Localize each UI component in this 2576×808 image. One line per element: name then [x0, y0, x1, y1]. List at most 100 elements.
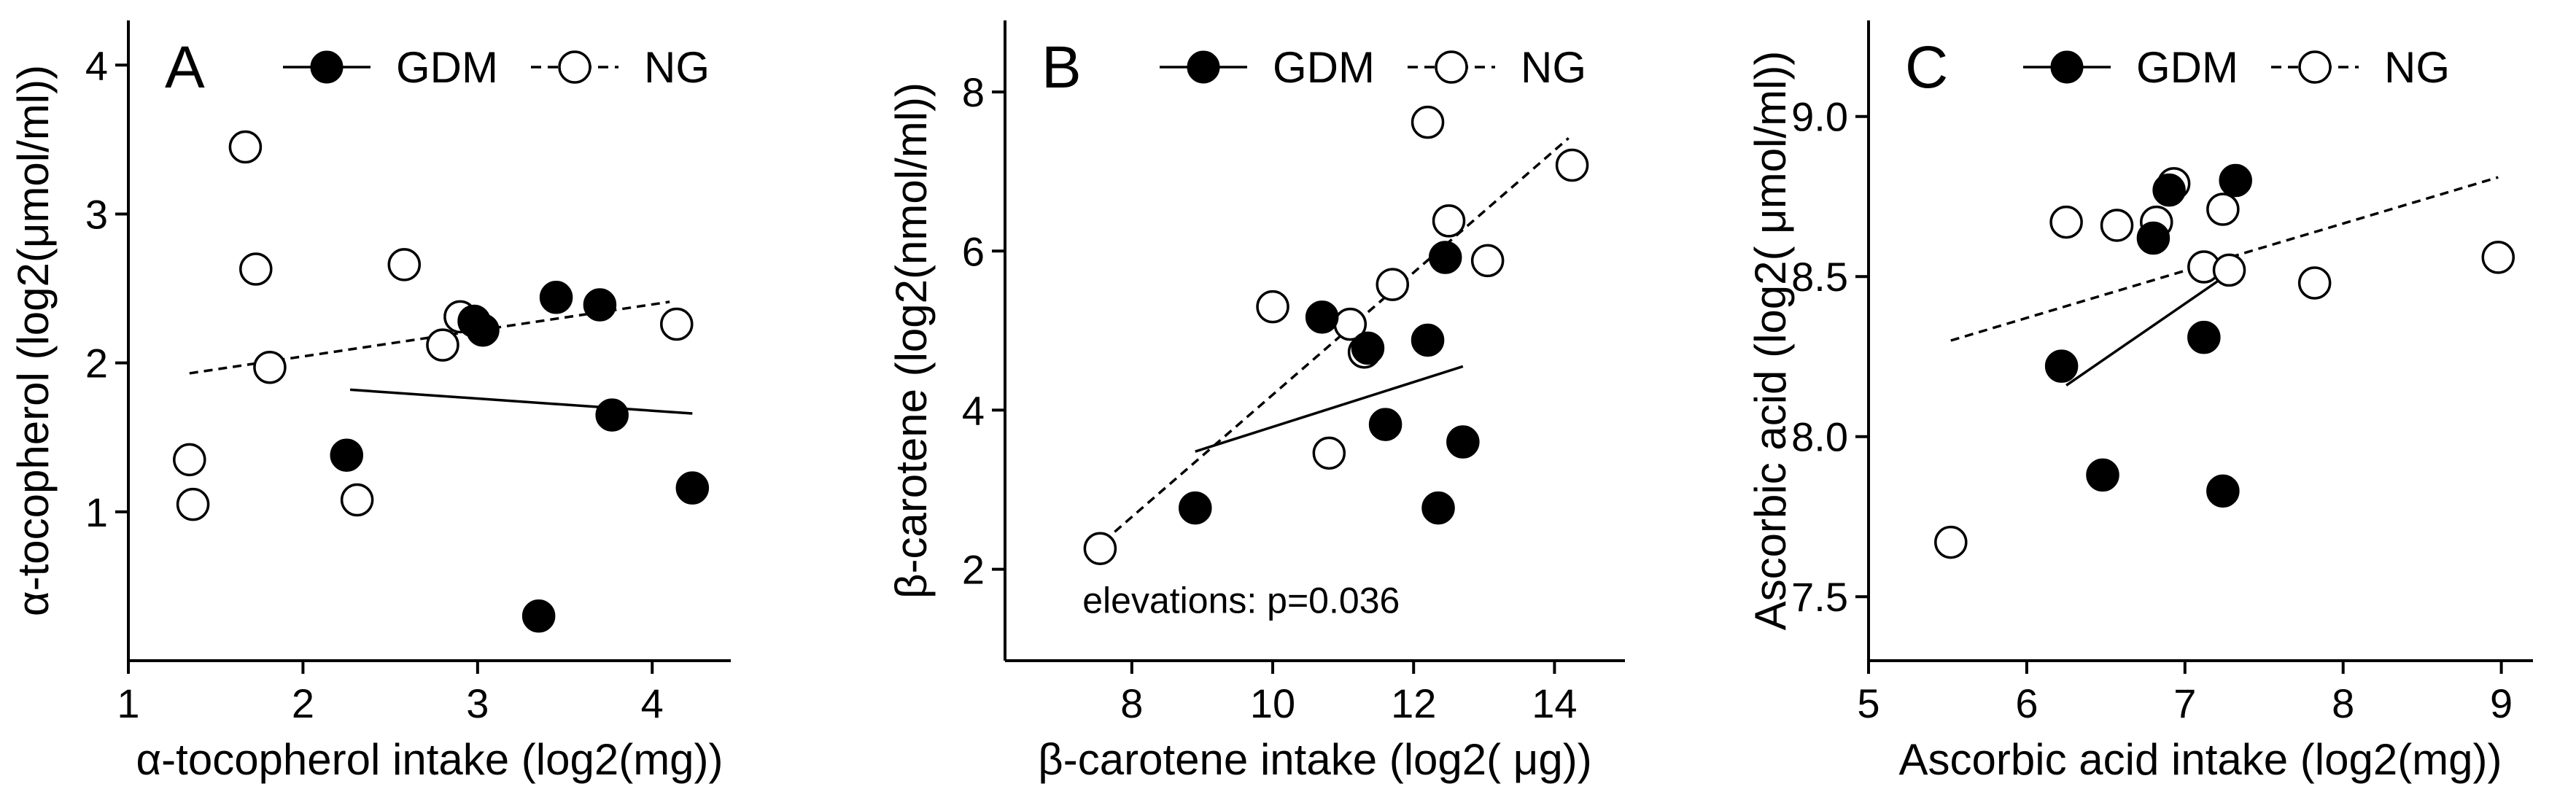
- y-tick-label: 8.0: [1791, 414, 1848, 460]
- point-gdm: [2219, 163, 2252, 198]
- point-gdm: [539, 281, 573, 314]
- point-ng: [228, 130, 263, 164]
- y-axis-title: β-carotene (log2(nmol/ml)): [887, 82, 936, 599]
- panel-letter: A: [165, 34, 205, 101]
- point-ng: [2481, 241, 2515, 274]
- point-gdm: [583, 288, 617, 322]
- fit-line-gdm: [2065, 275, 2226, 386]
- x-tick-label: 10: [1250, 680, 1295, 726]
- point-ng: [1411, 105, 1445, 139]
- point-ng: [1083, 532, 1117, 565]
- point-ng: [1432, 204, 1466, 238]
- point-ng: [1376, 268, 1409, 301]
- x-tick-label: 2: [292, 680, 314, 726]
- y-tick-label: 8: [962, 69, 985, 115]
- x-tick-label: 1: [117, 680, 139, 726]
- x-tick-label: 6: [2015, 680, 2038, 726]
- x-axis-title: Ascorbic acid intake (log2(mg)): [1899, 735, 2502, 784]
- point-ng: [2212, 253, 2246, 287]
- point-gdm: [1351, 331, 1385, 365]
- point-ng: [239, 252, 273, 286]
- point-gdm: [1411, 323, 1445, 357]
- point-gdm: [1179, 491, 1212, 525]
- point-ng: [173, 443, 206, 477]
- legend-ng-label: NG: [1521, 43, 1586, 92]
- y-tick-label: 7.5: [1791, 574, 1848, 620]
- y-tick-label: 1: [85, 489, 108, 535]
- point-gdm: [466, 313, 500, 347]
- y-tick-label: 6: [962, 228, 985, 274]
- point-gdm: [330, 438, 364, 472]
- x-tick-label: 3: [466, 680, 489, 726]
- point-gdm: [1428, 241, 1462, 274]
- point-ng: [1312, 436, 1346, 470]
- point-ng: [2206, 193, 2240, 226]
- point-ng: [2100, 209, 2134, 242]
- panel-letter: B: [1041, 34, 1082, 101]
- point-ng: [1555, 148, 1589, 182]
- x-tick-label: 7: [2173, 680, 2196, 726]
- point-ng: [253, 351, 287, 384]
- fit-line-gdm: [349, 388, 693, 415]
- x-axis-title: β-carotene intake (log2( μg)): [1038, 735, 1591, 784]
- y-tick-label: 3: [85, 191, 108, 237]
- point-ng: [340, 483, 374, 517]
- point-gdm: [1446, 425, 1480, 459]
- panel-letter: C: [1905, 34, 1948, 101]
- y-tick-label: 2: [85, 341, 108, 386]
- y-axis-title: Ascorbic acid (log2( μmol/ml)): [1746, 51, 1795, 631]
- point-gdm: [1305, 300, 1339, 334]
- point-gdm: [1421, 491, 1455, 525]
- point-ng: [2297, 266, 2332, 300]
- point-ng: [2049, 205, 2083, 239]
- point-gdm: [521, 599, 556, 633]
- point-gdm: [2086, 458, 2119, 492]
- legend-ng-marker: [558, 50, 591, 84]
- point-ng: [176, 487, 210, 521]
- x-tick-label: 8: [2332, 680, 2354, 726]
- point-ng: [1256, 290, 1289, 324]
- point-gdm: [2187, 320, 2221, 354]
- legend-gdm-marker: [1187, 50, 1220, 84]
- point-ng: [1470, 244, 1505, 278]
- point-gdm: [1368, 408, 1403, 441]
- x-tick-label: 9: [2490, 680, 2513, 726]
- point-gdm: [675, 471, 710, 505]
- x-tick-label: 5: [1857, 680, 1879, 726]
- legend-ng-marker: [1435, 50, 1468, 84]
- legend-gdm-label: GDM: [396, 43, 498, 92]
- y-tick-label: 4: [85, 42, 108, 88]
- annotation-text: elevations: p=0.036: [1082, 580, 1400, 621]
- point-ng: [426, 328, 459, 362]
- point-gdm: [2136, 221, 2170, 255]
- point-gdm: [2152, 173, 2186, 207]
- panel-a: 1 2 3 4 1 2 3 4 α-tocopherol intake (log2(mg)) α-…: [9, 20, 731, 784]
- y-tick-label: 4: [962, 387, 985, 433]
- fit-line-gdm: [1195, 365, 1464, 453]
- x-axis-title: α-tocopherol intake (log2(mg)): [136, 735, 723, 784]
- point-ng: [660, 307, 694, 341]
- panel-c: 5 6 7 8 9 7.5 8.0 8.5 9.0 Ascorbic acid intake (l…: [1746, 20, 2533, 784]
- point-ng: [387, 248, 422, 281]
- fit-line-ng: [1103, 137, 1570, 543]
- panel-b: 8 10 12 14 2 4 6 8 β-carotene intake (log2( μg))…: [887, 20, 1625, 784]
- legend-gdm-marker: [2050, 50, 2084, 84]
- legend-ng-label: NG: [2384, 43, 2450, 92]
- legend-gdm-marker: [310, 50, 344, 84]
- legend-ng-marker: [2298, 50, 2332, 84]
- x-tick-label: 12: [1391, 680, 1436, 726]
- legend-gdm-label: GDM: [1273, 43, 1375, 92]
- y-tick-label: 9.0: [1791, 94, 1848, 140]
- y-tick-label: 8.5: [1791, 254, 1848, 300]
- y-tick-label: 2: [962, 547, 985, 593]
- legend-ng-label: NG: [644, 43, 710, 92]
- legend-gdm-label: GDM: [2136, 43, 2238, 92]
- y-axis-title: α-tocopherol (log2(μmol/ml)): [9, 65, 58, 616]
- point-gdm: [2044, 349, 2079, 383]
- x-tick-label: 14: [1532, 680, 1577, 726]
- x-tick-label: 8: [1120, 680, 1143, 726]
- x-tick-label: 4: [641, 680, 664, 726]
- point-ng: [1934, 525, 1968, 559]
- point-gdm: [2206, 474, 2240, 508]
